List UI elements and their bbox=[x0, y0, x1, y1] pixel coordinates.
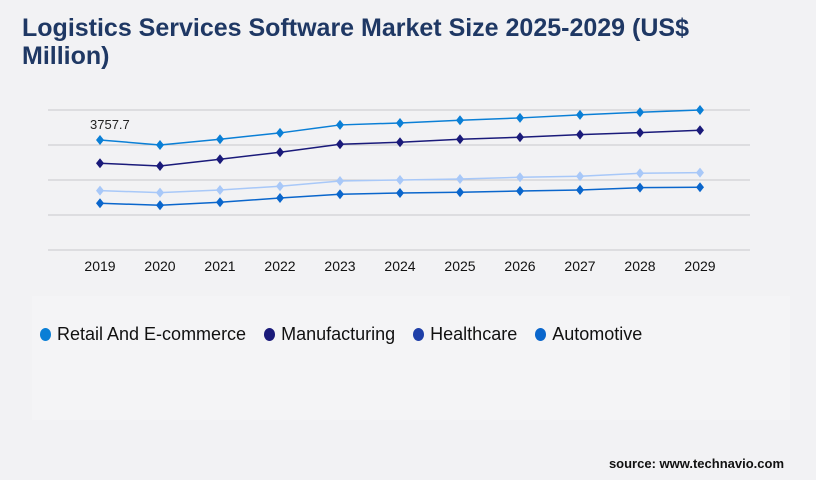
data-point bbox=[156, 160, 164, 171]
data-label: 3757.7 bbox=[90, 117, 130, 132]
data-point bbox=[696, 125, 704, 136]
data-point bbox=[516, 132, 524, 143]
legend-label: Retail And E-commerce bbox=[57, 323, 247, 344]
data-point bbox=[276, 192, 284, 203]
data-point bbox=[336, 175, 344, 186]
data-point bbox=[516, 112, 524, 123]
data-point bbox=[516, 172, 524, 183]
data-point bbox=[696, 104, 704, 115]
legend-marker-icon bbox=[413, 327, 425, 341]
data-point bbox=[336, 139, 344, 150]
data-point bbox=[396, 187, 404, 198]
source-text: source: www.technavio.com bbox=[608, 456, 784, 471]
series-1 bbox=[96, 125, 704, 171]
data-point bbox=[276, 147, 284, 158]
data-point bbox=[96, 158, 104, 169]
chart-title: Logistics Services Software Market Size … bbox=[22, 14, 689, 70]
data-point bbox=[696, 167, 704, 178]
series-0 bbox=[96, 104, 704, 150]
legend-item: Retail And E-commerce bbox=[40, 322, 246, 346]
data-point bbox=[156, 139, 164, 150]
legend-item: Healthcare bbox=[413, 322, 517, 346]
data-point bbox=[216, 154, 224, 165]
data-point bbox=[516, 185, 524, 196]
x-tick-label: 2029 bbox=[684, 258, 715, 274]
data-point bbox=[396, 137, 404, 148]
legend-marker-icon bbox=[264, 327, 276, 341]
data-point bbox=[696, 182, 704, 193]
x-tick-label: 2019 bbox=[84, 258, 115, 274]
data-point bbox=[396, 174, 404, 185]
series-2 bbox=[96, 167, 704, 198]
data-point bbox=[396, 117, 404, 128]
x-tick-label: 2025 bbox=[444, 258, 475, 274]
series-3 bbox=[96, 182, 704, 211]
x-tick-label: 2028 bbox=[624, 258, 655, 274]
x-tick-label: 2022 bbox=[264, 258, 295, 274]
series-line bbox=[99, 129, 701, 167]
data-point bbox=[96, 198, 104, 209]
legend-marker-icon bbox=[535, 327, 547, 341]
data-point bbox=[576, 109, 584, 120]
legend: Retail And E-commerce Manufacturing Health… bbox=[32, 296, 790, 420]
data-point bbox=[456, 187, 464, 198]
data-point bbox=[276, 181, 284, 192]
data-point bbox=[636, 107, 644, 118]
data-point bbox=[336, 119, 344, 130]
data-point bbox=[636, 182, 644, 193]
data-point bbox=[156, 200, 164, 211]
data-point bbox=[576, 129, 584, 140]
data-point bbox=[216, 184, 224, 195]
legend-label: Automotive bbox=[552, 323, 643, 344]
data-point bbox=[456, 134, 464, 145]
legend-label: Healthcare bbox=[430, 323, 518, 344]
data-point bbox=[96, 134, 104, 145]
data-point bbox=[336, 189, 344, 200]
data-point bbox=[156, 187, 164, 198]
data-point bbox=[216, 134, 224, 145]
data-point bbox=[276, 127, 284, 138]
data-point bbox=[636, 168, 644, 179]
x-tick-label: 2026 bbox=[504, 258, 535, 274]
x-tick-label: 2027 bbox=[564, 258, 595, 274]
legend-marker-icon bbox=[40, 327, 51, 341]
legend-item: Manufacturing bbox=[264, 322, 395, 346]
data-point bbox=[456, 173, 464, 184]
data-point bbox=[636, 127, 644, 138]
data-point bbox=[216, 197, 224, 208]
x-tick-label: 2020 bbox=[144, 258, 175, 274]
legend-item: Automotive bbox=[535, 322, 642, 346]
x-tick-label: 2023 bbox=[324, 258, 355, 274]
x-tick-label: 2024 bbox=[384, 258, 415, 274]
data-point bbox=[576, 184, 584, 195]
line-chart: 2019 2020 2021 2022 2023 2024 2025 2026 2027 2028… bbox=[48, 104, 750, 274]
x-tick-label: 2021 bbox=[204, 258, 235, 274]
data-point bbox=[576, 171, 584, 182]
data-point bbox=[456, 115, 464, 126]
legend-label: Manufacturing bbox=[281, 323, 396, 344]
data-point bbox=[96, 185, 104, 196]
